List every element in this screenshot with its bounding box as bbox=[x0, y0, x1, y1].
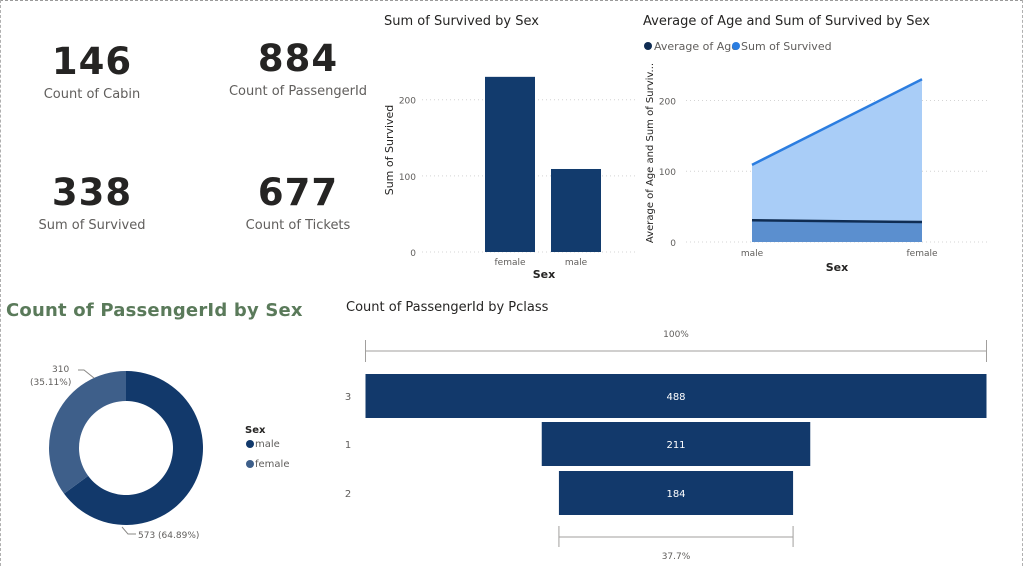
funnel-chart-bar-pclass-2[interactable] bbox=[558, 471, 794, 515]
kpi-card-count-tickets[interactable]: 677 Count of Tickets bbox=[213, 171, 383, 235]
funnel-chart-data-label: 211 bbox=[666, 440, 685, 451]
kpi-value: 884 bbox=[257, 37, 339, 80]
bar-chart-y-tick-label: 0 bbox=[410, 249, 416, 259]
donut-chart-data-label-female-count: 310 bbox=[52, 365, 69, 375]
area-chart-y-tick-label: 200 bbox=[659, 97, 676, 107]
area-chart-line-survived[interactable] bbox=[751, 78, 923, 166]
area-chart-line-age[interactable] bbox=[751, 219, 923, 224]
area-chart-area-age bbox=[752, 220, 922, 242]
donut-chart-legend-marker-male bbox=[246, 440, 254, 448]
donut-chart-leader-line bbox=[121, 526, 136, 535]
bar-chart-bar-male[interactable] bbox=[551, 168, 601, 252]
area-chart-legend-label-survived: Sum of Survived bbox=[741, 40, 832, 53]
donut-chart-title: Count of PassengerId by Sex bbox=[6, 300, 303, 321]
bar-chart-y-axis-label: Sum of Survived bbox=[383, 105, 396, 196]
donut-chart-legend-marker-female bbox=[246, 460, 254, 468]
bar-chart-survived-by-sex[interactable]: 0 100 200 female male Sex Sum of Survived bbox=[376, 36, 646, 286]
kpi-value: 677 bbox=[257, 171, 339, 214]
canvas-border-left bbox=[0, 0, 1, 566]
funnel-chart-bottom-percent-label: 37.7% bbox=[662, 552, 691, 562]
area-chart-y-tick-label: 100 bbox=[659, 168, 676, 178]
funnel-chart-bar-pclass-3[interactable] bbox=[365, 374, 987, 418]
area-chart-x-axis-label: Sex bbox=[826, 261, 848, 274]
area-chart-title: Average of Age and Sum of Survived by Se… bbox=[643, 14, 931, 29]
bar-chart-bar-female[interactable] bbox=[485, 76, 535, 252]
donut-chart-legend-label-female: female bbox=[255, 459, 289, 470]
funnel-chart-data-label: 488 bbox=[666, 392, 685, 403]
bar-chart-y-tick-label: 200 bbox=[399, 97, 416, 107]
bar-chart-x-tick-label: female bbox=[494, 258, 525, 268]
bar-chart-x-axis-label: Sex bbox=[533, 268, 555, 281]
bar-chart-title: Sum of Survived by Sex bbox=[384, 14, 539, 29]
bar-chart-x-tick-label: male bbox=[565, 258, 588, 268]
funnel-chart-bar-pclass-1[interactable] bbox=[541, 422, 811, 466]
donut-chart-legend-label-male: male bbox=[255, 439, 280, 450]
area-chart-x-tick-label: female bbox=[906, 249, 937, 259]
funnel-chart-category-label: 1 bbox=[345, 440, 351, 451]
funnel-chart-top-percent-label: 100% bbox=[663, 330, 689, 340]
area-chart-area-survived bbox=[752, 79, 922, 242]
canvas-border-right bbox=[1022, 0, 1023, 566]
funnel-chart-title: Count of PassengerId by Pclass bbox=[346, 300, 549, 315]
area-chart-legend-marker-age bbox=[644, 42, 652, 50]
kpi-card-count-passengerid[interactable]: 884 Count of PassengerId bbox=[213, 37, 383, 101]
donut-chart-data-label-female-percent: (35.11%) bbox=[30, 378, 71, 388]
kpi-card-sum-survived[interactable]: 338 Sum of Survived bbox=[7, 171, 177, 235]
area-chart-legend-label-age: Average of Age bbox=[654, 40, 738, 53]
funnel-chart-category-label: 3 bbox=[345, 392, 351, 403]
kpi-card-count-cabin[interactable]: 146 Count of Cabin bbox=[7, 40, 177, 104]
kpi-label: Count of Tickets bbox=[245, 218, 351, 233]
kpi-value: 146 bbox=[51, 40, 133, 83]
kpi-label: Sum of Survived bbox=[38, 218, 146, 233]
donut-chart-leader-line bbox=[78, 369, 95, 379]
bar-chart-y-tick-label: 100 bbox=[399, 173, 416, 183]
donut-chart-data-label-male: 573 (64.89%) bbox=[138, 531, 199, 541]
funnel-chart-data-label: 184 bbox=[666, 489, 685, 500]
kpi-label: Count of Cabin bbox=[43, 87, 141, 102]
donut-chart-slice-female[interactable] bbox=[49, 371, 126, 494]
kpi-value: 338 bbox=[51, 171, 133, 214]
canvas-border-top bbox=[0, 0, 1023, 1]
area-chart-x-tick-label: male bbox=[741, 249, 764, 259]
kpi-label: Count of PassengerId bbox=[228, 84, 368, 99]
donut-chart-passenger-by-sex[interactable]: 573 (64.89%) 310 (35.11%) Sex male female bbox=[20, 356, 330, 556]
area-chart-legend-marker-survived bbox=[732, 42, 740, 50]
funnel-chart-passenger-by-pclass[interactable]: 100% 488 3 211 1 184 2 37.7% bbox=[336, 320, 1002, 564]
donut-chart-legend-title: Sex bbox=[245, 425, 266, 436]
funnel-chart-category-label: 2 bbox=[345, 489, 351, 500]
area-chart-age-survived-by-sex[interactable]: Average of Age Sum of Survived 0 100 200 ma… bbox=[640, 36, 1018, 286]
donut-chart-slice-male[interactable] bbox=[64, 371, 204, 525]
area-chart-y-axis-label: Average of Age and Sum of Surviv... bbox=[645, 63, 656, 243]
area-chart-y-tick-label: 0 bbox=[670, 239, 676, 249]
